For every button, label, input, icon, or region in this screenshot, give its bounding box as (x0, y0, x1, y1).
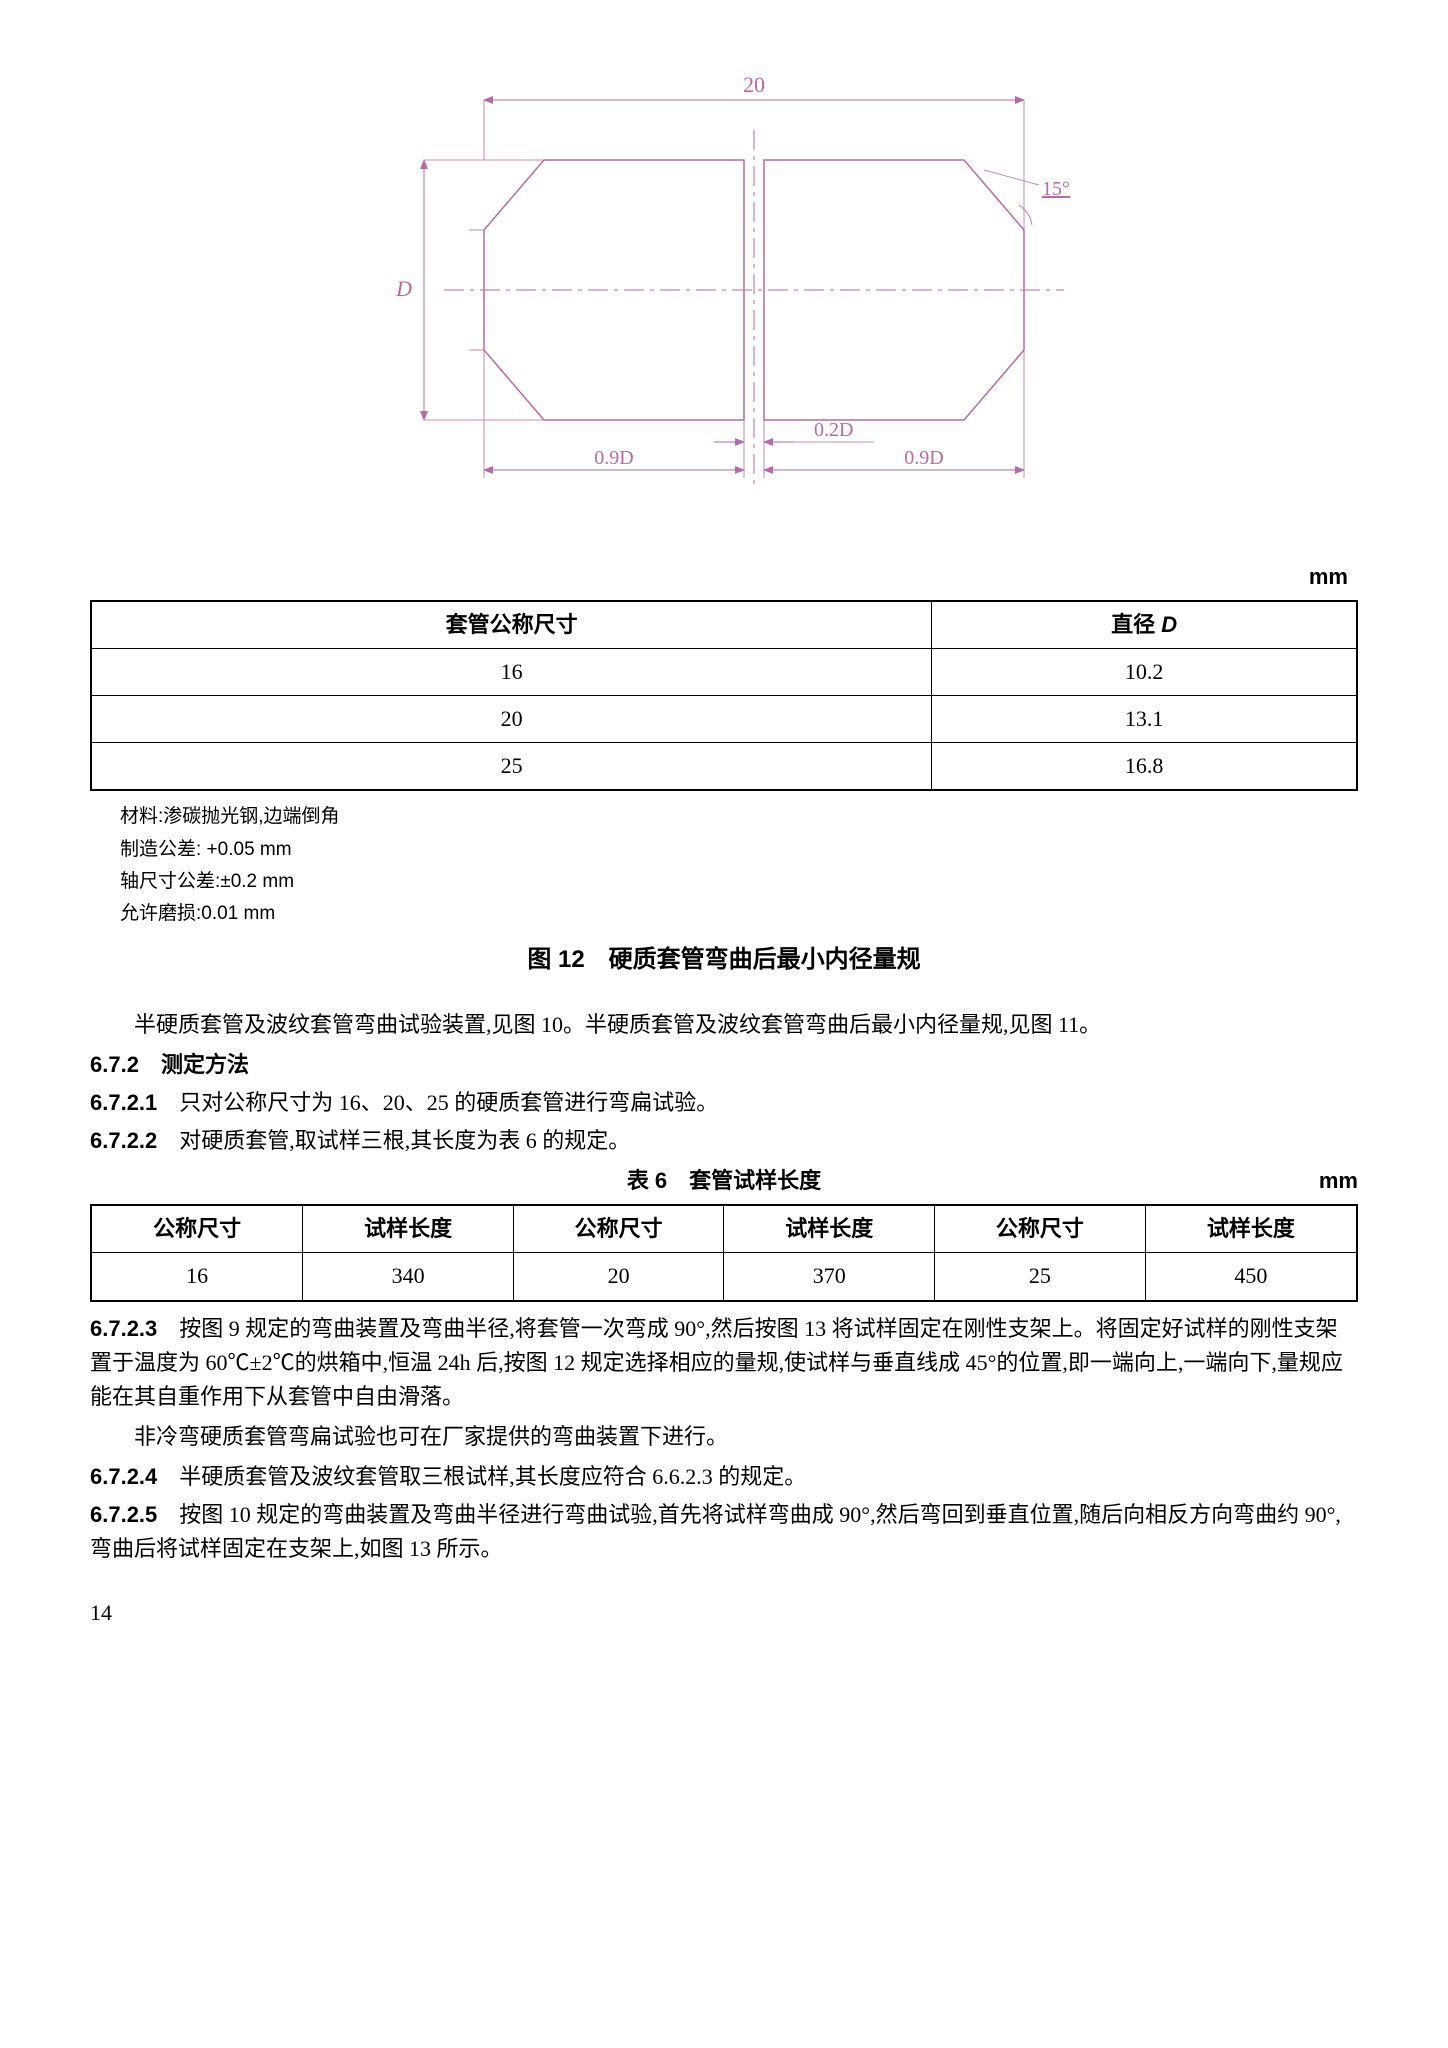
clause-6-7-2-3: 6.7.2.3 按图 9 规定的弯曲装置及弯曲半径,将套管一次弯成 90°,然后… (90, 1312, 1358, 1414)
clause-text: 对硬质套管,取试样三根,其长度为表 6 的规定。 (179, 1128, 630, 1153)
table-header: 试样长度 (724, 1205, 935, 1253)
clause-text: 按图 10 规定的弯曲装置及弯曲半径进行弯曲试验,首先将试样弯曲成 90°,然后… (90, 1502, 1341, 1561)
clause-num: 6.7.2.2 (90, 1128, 157, 1153)
svg-text:15°: 15° (1042, 178, 1070, 200)
table-notes: 材料:渗碳抛光钢,边端倒角制造公差: +0.05 mm轴尺寸公差:±0.2 mm… (120, 801, 1358, 930)
table-cell: 25 (91, 743, 932, 791)
svg-text:20: 20 (743, 72, 765, 97)
table-cell: 20 (513, 1253, 724, 1301)
table-header: 直径 D (932, 601, 1357, 649)
clause-6-7-2-4: 6.7.2.4 半硬质套管及波纹套管取三根试样,其长度应符合 6.6.2.3 的… (90, 1460, 1358, 1494)
clause-6-7-2: 6.7.2 测定方法 (90, 1048, 1358, 1082)
clause-num: 6.7.2.5 (90, 1502, 157, 1527)
table-cell: 340 (303, 1253, 514, 1301)
table-cell: 20 (91, 696, 932, 743)
table-row: 1610.2 (91, 649, 1357, 696)
table-cell: 16 (91, 1253, 303, 1301)
note-line: 允许磨损:0.01 mm (120, 898, 1358, 930)
table-cell: 25 (935, 1253, 1146, 1301)
paragraph-after-fig12: 半硬质套管及波纹套管弯曲试验装置,见图 10。半硬质套管及波纹套管弯曲后最小内径… (90, 1008, 1358, 1042)
page-number: 14 (90, 1596, 1358, 1630)
table-cell: 16 (91, 649, 932, 696)
table-cell: 16.8 (932, 743, 1357, 791)
clause-num: 6.7.2.3 (90, 1316, 157, 1341)
table-cell: 450 (1145, 1253, 1357, 1301)
table-diameter: 套管公称尺寸直径 D 1610.22013.12516.8 (90, 600, 1358, 791)
table-header: 试样长度 (303, 1205, 514, 1253)
clause-num: 6.7.2 (90, 1052, 139, 1077)
table-row: 2516.8 (91, 743, 1357, 791)
clause-6-7-2-2: 6.7.2.2 对硬质套管,取试样三根,其长度为表 6 的规定。 (90, 1124, 1358, 1158)
clause-head: 测定方法 (161, 1052, 249, 1077)
table-header: 公称尺寸 (91, 1205, 303, 1253)
table-header: 公称尺寸 (513, 1205, 724, 1253)
table-cell: 13.1 (932, 696, 1357, 743)
note-line: 制造公差: +0.05 mm (120, 834, 1358, 866)
unit-label-mm-2: mm (1319, 1164, 1358, 1198)
table-header: 公称尺寸 (935, 1205, 1146, 1253)
svg-text:0.9D: 0.9D (594, 447, 633, 469)
table-6-title-text: 表 6 套管试样长度 (627, 1168, 821, 1193)
figure-12-caption: 图 12 硬质套管弯曲后最小内径量规 (90, 941, 1358, 978)
figure-12-diagram: 20 D 15° 0.9D 0.2D 0.9D (90, 60, 1358, 530)
table-row: 163402037025450 (91, 1253, 1357, 1301)
note-line: 材料:渗碳抛光钢,边端倒角 (120, 801, 1358, 833)
clause-text: 半硬质套管及波纹套管取三根试样,其长度应符合 6.6.2.3 的规定。 (179, 1464, 806, 1489)
table-6-title: 表 6 套管试样长度 mm (90, 1164, 1358, 1198)
unit-label-mm-1: mm (90, 560, 1358, 594)
table-6-sample-length: 公称尺寸试样长度公称尺寸试样长度公称尺寸试样长度 163402037025450 (90, 1204, 1358, 1301)
clause-num: 6.7.2.1 (90, 1090, 157, 1115)
table-header: 试样长度 (1145, 1205, 1357, 1253)
svg-text:D: D (395, 276, 412, 301)
clause-6-7-2-1: 6.7.2.1 只对公称尺寸为 16、20、25 的硬质套管进行弯扁试验。 (90, 1086, 1358, 1120)
svg-text:0.2D: 0.2D (814, 419, 853, 441)
clause-6-7-2-5: 6.7.2.5 按图 10 规定的弯曲装置及弯曲半径进行弯曲试验,首先将试样弯曲… (90, 1498, 1358, 1566)
note-line: 轴尺寸公差:±0.2 mm (120, 866, 1358, 898)
table-row: 2013.1 (91, 696, 1357, 743)
clause-text: 只对公称尺寸为 16、20、25 的硬质套管进行弯扁试验。 (179, 1090, 718, 1115)
table-cell: 10.2 (932, 649, 1357, 696)
paragraph-6-7-2-3b: 非冷弯硬质套管弯扁试验也可在厂家提供的弯曲装置下进行。 (90, 1420, 1358, 1454)
table-cell: 370 (724, 1253, 935, 1301)
svg-text:0.9D: 0.9D (904, 447, 943, 469)
table-header: 套管公称尺寸 (91, 601, 932, 649)
clause-text: 按图 9 规定的弯曲装置及弯曲半径,将套管一次弯成 90°,然后按图 13 将试… (90, 1316, 1343, 1409)
clause-num: 6.7.2.4 (90, 1464, 157, 1489)
